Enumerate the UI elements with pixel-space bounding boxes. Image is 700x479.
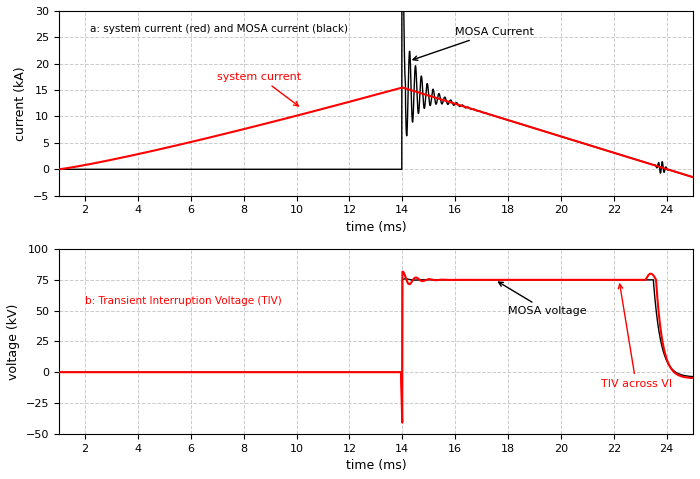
Text: system current: system current xyxy=(217,71,302,106)
X-axis label: time (ms): time (ms) xyxy=(346,221,406,234)
Text: b: Transient Interruption Voltage (TIV): b: Transient Interruption Voltage (TIV) xyxy=(85,296,282,306)
Text: TIV across VI: TIV across VI xyxy=(601,284,672,389)
Y-axis label: current (kA): current (kA) xyxy=(14,66,27,141)
Text: MOSA Current: MOSA Current xyxy=(413,27,534,60)
Text: a: system current (red) and MOSA current (black): a: system current (red) and MOSA current… xyxy=(90,24,349,34)
X-axis label: time (ms): time (ms) xyxy=(346,459,406,472)
Text: MOSA voltage: MOSA voltage xyxy=(498,282,587,316)
Y-axis label: voltage (kV): voltage (kV) xyxy=(7,303,20,379)
